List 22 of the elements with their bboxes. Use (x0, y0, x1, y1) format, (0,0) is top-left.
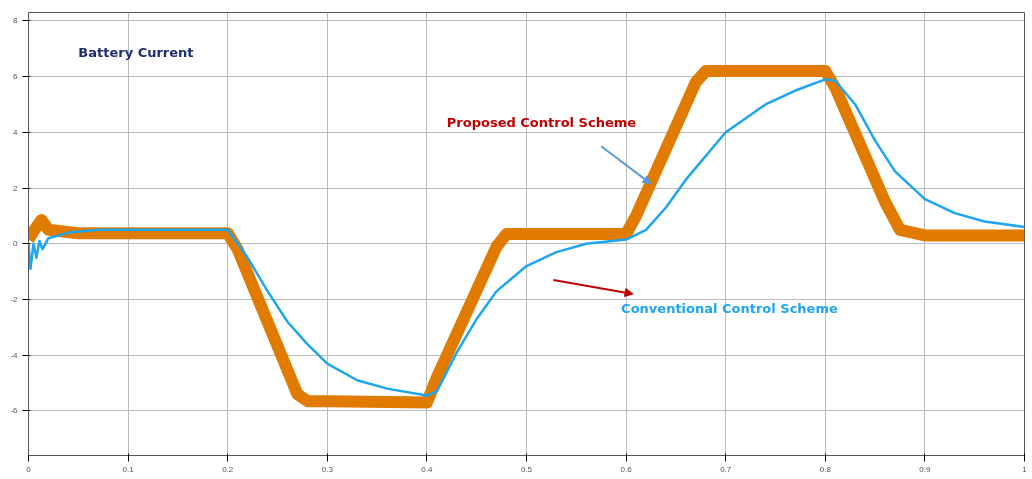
y-tick-label: 0 (13, 239, 19, 249)
text: Proposed Control Scheme (446, 114, 637, 130)
y-tick-label: 6 (13, 72, 19, 82)
y-tick-label: 4 (13, 127, 19, 137)
y-tick-label: -4 (10, 350, 19, 360)
x-tick-label: 0.4 (421, 464, 434, 474)
x-tick-label: 0.3 (321, 464, 334, 474)
y-tick-label: 8 (13, 16, 19, 26)
x-tick-label: 0.9 (919, 464, 932, 474)
text: Battery Current (78, 44, 194, 60)
x-tick-label: 1 (1022, 464, 1028, 474)
x-tick-label: 0.8 (819, 464, 832, 474)
text: Conventional Control Scheme (621, 301, 838, 317)
x-tick-label: 0.7 (720, 464, 732, 474)
x-tick-label: 0 (26, 464, 32, 474)
x-tick-label: 0.1 (122, 464, 135, 474)
y-tick-label: -2 (10, 294, 19, 304)
y-tick-label: -6 (10, 406, 19, 416)
x-tick-label: 0.5 (520, 464, 533, 474)
y-tick-label: 2 (13, 183, 19, 193)
x-tick-label: 0.6 (620, 464, 633, 474)
x-tick-label: 0.2 (222, 464, 234, 474)
